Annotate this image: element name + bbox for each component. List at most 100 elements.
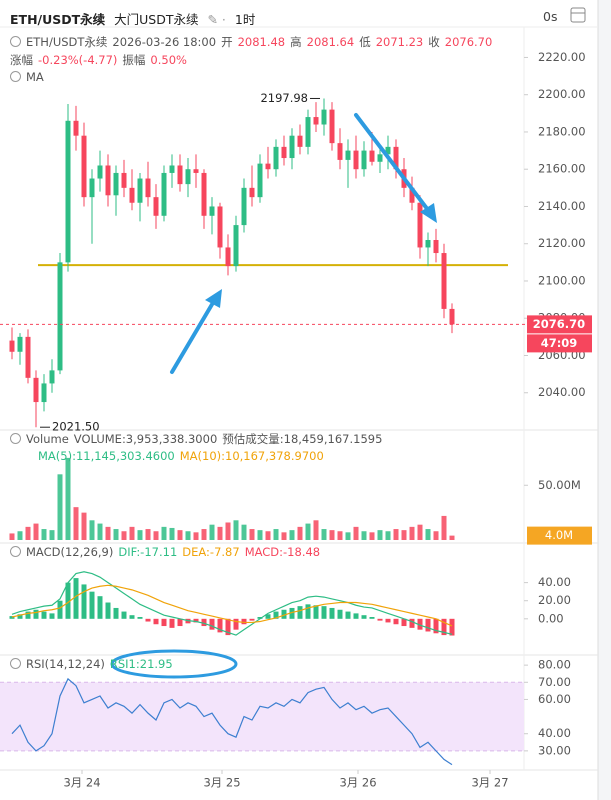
y-tick-label: 2140.00 [538,199,586,213]
instrument-name: 大门USDT永续 [114,12,199,27]
change-row: 涨幅 -0.23%(-4.77) 振幅 0.50% [10,52,192,68]
macd-bar [209,618,215,630]
candle-body [25,336,31,378]
volume-bar [441,515,447,540]
volume-bar [225,522,231,540]
volume-bar [257,530,263,540]
candle-body [345,150,351,160]
macd-line [11,571,453,636]
y-tick-label: 2220.00 [538,50,586,64]
blue-arrows [170,113,437,374]
candle-body [145,178,151,198]
symbol[interactable]: ETH/USDT永续 [10,12,106,27]
legend-item: 开 [221,35,233,49]
y-tick-label: 2160.00 [538,162,586,176]
interval[interactable]: 1时 [234,12,256,27]
y-tick-label: 40.00 [538,575,571,589]
candle-body [9,340,15,352]
rsi-row: RSI(14,12,24) RSI1:21.95 [10,657,178,671]
icon[interactable] [10,36,21,47]
macd-bar [249,618,255,621]
macd-bar [65,582,71,619]
volume-bar [89,520,95,540]
volume-bar [345,532,351,540]
macd-bar [345,611,351,619]
y-tick-label: 30.00 [538,743,571,757]
legend-item: 2081.64 [306,35,355,49]
volume-bar [105,526,111,540]
volume-bar [449,535,455,540]
candle-body [281,146,287,159]
volume-bar [217,526,223,540]
candle-body [417,202,423,248]
volume-row: Volume VOLUME:3,953,338.3000 预估成交量:18,459,… [10,431,387,447]
candle-body [105,165,111,196]
macd-bar [121,611,127,619]
y-tick-label: 0.00 [538,611,564,625]
macd-bar [201,618,207,627]
volume-bar [33,523,39,540]
macd-bar [105,602,111,619]
volume-bar [17,531,23,540]
last-price-label: 2076.70 [533,317,585,331]
candle-body [65,120,71,263]
edit-icon[interactable]: ✎ · [207,12,226,27]
candle-body [177,165,183,185]
volume-bar [145,529,151,540]
candle-body [81,135,87,198]
volume-bar [193,532,199,540]
legend-item: MACD(12,26,9) [26,545,114,559]
macd-bar [369,617,375,619]
layout-icon[interactable] [570,7,586,23]
volume-bar [353,526,359,540]
legend-item: DIF:-17.11 [118,545,178,559]
volume-bar [97,523,103,540]
macd-bar [153,618,159,625]
high-annotation: 2197.98 [260,91,308,105]
volume-bar [73,507,79,540]
candle-body [297,135,303,147]
volume-bar [241,524,247,540]
legend-item: RSI1:21.95 [109,657,173,671]
volume-bar [305,523,311,540]
legend-item: MA(10):10,167,378.9700 [179,449,324,463]
candle-body [201,172,207,216]
candle-body [321,109,327,125]
candle-body [265,163,271,170]
legend-item: 2081.48 [237,35,286,49]
macd-bar [145,618,151,622]
icon[interactable] [10,433,21,444]
low-annotation: 2021.50 [52,420,100,434]
candle-body [73,120,79,136]
candle-body [393,146,399,170]
volume-badge [527,526,592,545]
macd-bar [113,607,119,619]
macd-bar [97,596,103,619]
volume-bar [337,531,343,540]
volume-bar [385,531,391,540]
macd-bar [433,618,439,634]
legend-item: 低 [359,35,371,49]
icon[interactable] [10,546,21,557]
icon[interactable] [10,658,21,669]
volume-bar [393,529,399,540]
legend-item: 高 [290,35,302,49]
arrow-head [420,203,437,223]
icon[interactable] [10,71,21,82]
macd-bar [41,611,47,619]
volume-ma-row: MA(5):11,145,303.4600 MA(10):10,167,378.9… [38,449,329,463]
candle-body [153,197,159,216]
macd-bar [81,584,87,619]
candle-body [33,377,39,403]
macd-bar [449,618,455,636]
legend-item: DEA:-7.87 [182,545,240,559]
candle-body [49,370,55,384]
arrow-head [205,289,222,308]
macd-bar [9,616,15,619]
volume-last-label: 4.0M [545,528,573,542]
candle-body [433,240,439,254]
macd-bar [273,611,279,619]
macd-bar [361,615,367,619]
volume-bar [433,531,439,540]
x-tick-label: 3月 24 [63,776,100,790]
